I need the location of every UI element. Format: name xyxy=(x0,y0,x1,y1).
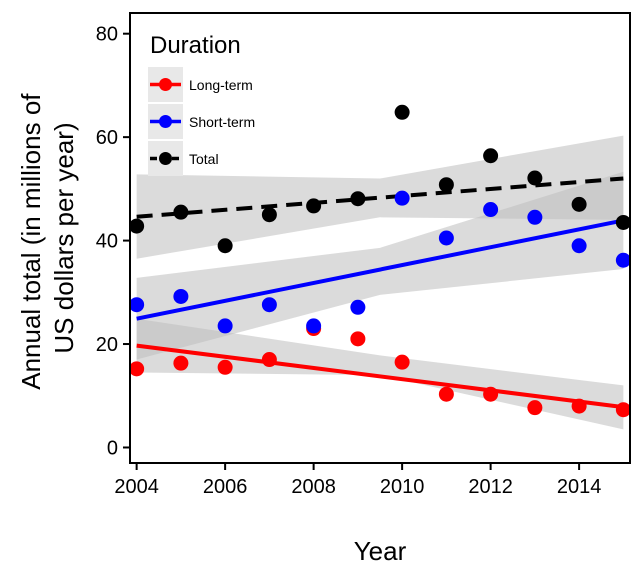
fit-line-long-term xyxy=(136,343,624,410)
point-total-2006 xyxy=(217,238,233,254)
y-axis-title-line-1: Annual total (in millions of xyxy=(16,93,46,390)
ci-band-long-term xyxy=(136,318,624,430)
x-tick-label-2014: 2014 xyxy=(557,476,602,498)
legend-key-dot-short-term xyxy=(159,115,172,128)
legend-label-short-term: Short-term xyxy=(189,114,255,130)
point-long-term-2014 xyxy=(571,398,587,414)
y-tick-label-40: 40 xyxy=(96,231,118,253)
point-short-term-2013 xyxy=(527,209,543,225)
point-long-term-2009 xyxy=(350,331,366,347)
point-total-2015 xyxy=(615,214,631,230)
data-points xyxy=(129,104,631,418)
point-total-2012 xyxy=(483,148,499,164)
ci-band-total xyxy=(136,135,624,259)
y-tick-label-0: 0 xyxy=(107,437,118,459)
point-total-2011 xyxy=(438,177,454,193)
x-axis-title: Year xyxy=(354,536,407,566)
fit-lines xyxy=(136,176,624,410)
point-long-term-2004 xyxy=(129,361,145,377)
legend-key-dot-long-term xyxy=(159,78,172,91)
point-total-2004 xyxy=(129,218,145,234)
y-tick-label-60: 60 xyxy=(96,127,118,149)
x-axis: 2004 2006 2008 2010 2012 2014 xyxy=(114,463,601,498)
point-short-term-2007 xyxy=(261,297,277,313)
point-total-2007 xyxy=(261,207,277,223)
y-axis-title-line-2: US dollars per year) xyxy=(49,122,79,353)
fit-line-short-term xyxy=(136,218,624,321)
point-short-term-2010 xyxy=(394,190,410,206)
point-total-2008 xyxy=(306,198,322,214)
point-long-term-2011 xyxy=(438,386,454,402)
point-short-term-2014 xyxy=(571,238,587,254)
point-long-term-2007 xyxy=(261,352,277,368)
x-tick-label-2006: 2006 xyxy=(203,476,248,498)
fit-line-total xyxy=(136,176,624,219)
point-total-2014 xyxy=(571,196,587,212)
point-total-2009 xyxy=(350,191,366,207)
y-tick-label-20: 20 xyxy=(96,334,118,356)
point-long-term-2012 xyxy=(483,386,499,402)
point-short-term-2011 xyxy=(438,230,454,246)
point-short-term-2012 xyxy=(483,202,499,218)
plot-panel-border xyxy=(129,12,631,464)
y-axis-title: Annual total (in millions of US dollars … xyxy=(16,86,79,390)
point-long-term-2005 xyxy=(173,355,189,371)
legend-label-long-term: Long-term xyxy=(189,77,253,93)
point-total-2013 xyxy=(527,170,543,186)
point-short-term-2005 xyxy=(173,288,189,304)
x-tick-label-2008: 2008 xyxy=(291,476,336,498)
ci-band-short-term xyxy=(136,171,624,360)
point-short-term-2006 xyxy=(217,318,233,334)
point-total-2005 xyxy=(173,204,189,220)
point-short-term-2015 xyxy=(615,252,631,268)
legend: Duration Long-term Short-term Total xyxy=(148,32,255,176)
confidence-bands xyxy=(136,135,624,430)
point-long-term-2013 xyxy=(527,400,543,416)
x-tick-label-2012: 2012 xyxy=(468,476,513,498)
point-long-term-2010 xyxy=(394,354,410,370)
x-tick-label-2004: 2004 xyxy=(114,476,159,498)
y-tick-label-80: 80 xyxy=(96,24,118,46)
point-long-term-2006 xyxy=(217,359,233,375)
legend-label-total: Total xyxy=(189,151,219,167)
point-total-2010 xyxy=(394,104,410,120)
y-axis: 0 20 40 60 80 xyxy=(96,24,130,459)
point-short-term-2004 xyxy=(129,297,145,313)
point-short-term-2009 xyxy=(350,299,366,315)
point-long-term-2015 xyxy=(615,402,631,418)
legend-key-dot-total xyxy=(159,152,172,165)
point-short-term-2008 xyxy=(306,318,322,334)
legend-title: Duration xyxy=(150,32,241,59)
x-tick-label-2010: 2010 xyxy=(380,476,425,498)
